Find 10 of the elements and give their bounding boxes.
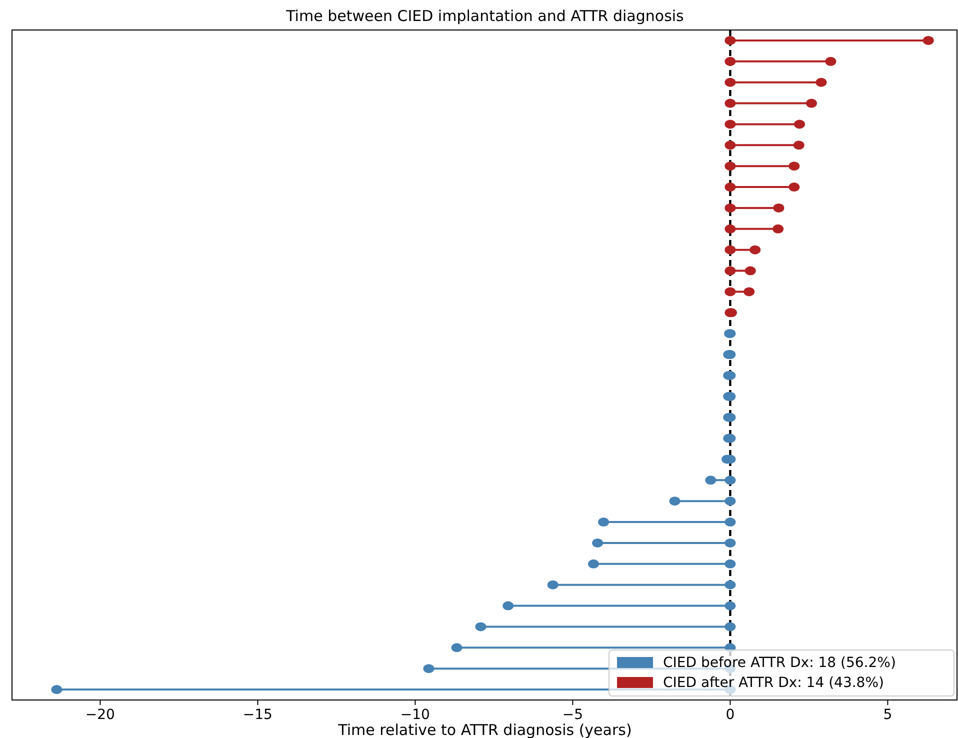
legend-label: CIED after ATTR Dx: 14 (43.8%) xyxy=(663,675,884,691)
x-tick-label: −20 xyxy=(85,707,115,723)
x-tick-label: −10 xyxy=(400,707,430,723)
x-axis-title: Time relative to ATTR diagnosis (years) xyxy=(337,721,632,738)
x-tick-label: −5 xyxy=(562,707,584,723)
chart-title: Time between CIED implantation and ATTR diagnosis xyxy=(285,7,684,25)
legend-label: CIED before ATTR Dx: 18 (56.2%) xyxy=(663,655,896,671)
x-tick-label: −15 xyxy=(242,707,272,723)
x-tick-label: 5 xyxy=(883,707,892,723)
x-tick-label: 0 xyxy=(726,707,735,723)
